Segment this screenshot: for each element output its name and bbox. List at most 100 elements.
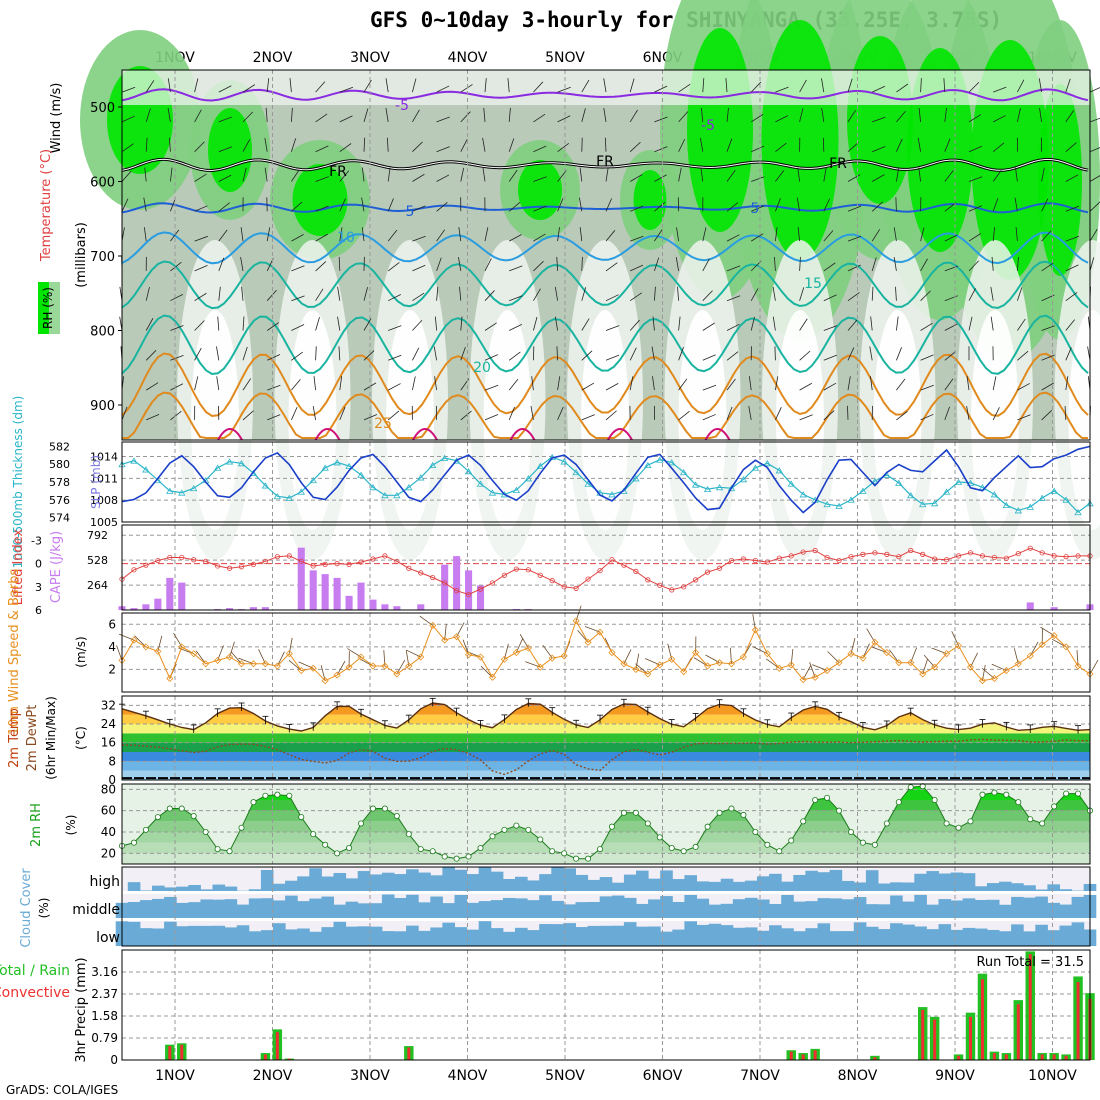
cloud-bar <box>515 898 528 918</box>
cloud-bar <box>599 896 613 918</box>
lifted-index-marker <box>800 549 806 555</box>
wind-barb <box>480 665 493 678</box>
cloud-bar <box>176 886 189 891</box>
cloud-bar <box>418 872 431 891</box>
wind-barb <box>264 137 268 152</box>
wind-barb <box>170 354 184 361</box>
cloud-bar <box>551 867 564 891</box>
unit-cloud: (%) <box>37 898 51 919</box>
rh-marker <box>358 820 365 827</box>
wind-barb <box>194 235 208 242</box>
cloud-bar <box>152 898 165 918</box>
wind-barb <box>797 167 800 182</box>
wind-barb <box>412 78 417 93</box>
wind-speed-marker <box>859 654 867 662</box>
thickness-tick: 578 <box>49 476 70 489</box>
cloud-bar <box>660 870 673 891</box>
wind-barb <box>145 286 150 301</box>
temp-contour-hot <box>412 428 438 441</box>
wind-barb <box>315 261 327 272</box>
lifted-index-marker <box>310 563 316 569</box>
wind-barb <box>699 137 704 152</box>
thickness-marker <box>942 488 951 495</box>
lifted-index-marker <box>1015 550 1021 557</box>
wind-barb <box>992 227 996 242</box>
wind-speed-marker <box>847 650 855 658</box>
wind-barb <box>1015 167 1018 182</box>
rh-marker <box>238 824 245 831</box>
wind-barb <box>823 294 837 302</box>
lifted-index-marker <box>477 586 484 592</box>
ylabel-rh: RH (%) <box>41 287 55 329</box>
wind-barb <box>605 167 609 182</box>
wind-barb <box>291 379 301 391</box>
cloud-bar <box>309 868 322 891</box>
wind-barb <box>313 376 316 391</box>
wind-barb <box>726 406 733 421</box>
wind-speed-marker <box>1014 660 1022 668</box>
wind-speed-marker <box>297 666 305 675</box>
thickness-marker <box>787 480 795 487</box>
date-label-top: 5NOV <box>545 50 585 66</box>
cloud-bar <box>139 928 153 946</box>
wind-barb <box>629 376 634 391</box>
wind-barb <box>872 85 886 93</box>
cloud-bar <box>418 930 431 946</box>
rh-marker <box>620 809 627 816</box>
cloud-bar <box>805 901 818 918</box>
wind-barb <box>433 346 437 361</box>
wind-barb <box>702 227 707 242</box>
thickness-marker <box>309 476 317 484</box>
lifted-index-marker <box>298 558 304 564</box>
wind-barb <box>726 323 740 331</box>
cloud-bar <box>841 931 855 946</box>
lifted-index-marker <box>322 561 328 568</box>
wind-barb <box>1017 383 1030 391</box>
rh-marker <box>262 792 269 799</box>
cloud-bar <box>878 904 891 918</box>
wind-barb <box>240 227 244 242</box>
cloud-bar <box>127 882 141 891</box>
cloud-bar <box>708 904 722 918</box>
precip-conv-bar <box>789 1051 793 1060</box>
wind-barb <box>802 665 812 680</box>
wind-barb <box>944 406 950 421</box>
cloud-bar <box>454 927 468 946</box>
cloud-bar <box>430 875 443 891</box>
thickness-tick: 576 <box>49 494 70 507</box>
lifted-index-marker <box>1063 554 1069 560</box>
cape-bar <box>441 564 449 610</box>
date-label-bottom: 3NOV <box>350 1068 390 1084</box>
cloud-bar <box>333 872 347 891</box>
wind-barb <box>748 376 752 391</box>
wind-barb <box>266 322 279 331</box>
wind-barb <box>1089 147 1100 153</box>
wind-barb <box>484 322 497 331</box>
wind-barb <box>896 316 899 331</box>
wind-barb <box>605 294 619 302</box>
wind-speed-marker <box>668 655 676 663</box>
lifted-index-marker <box>1027 545 1033 551</box>
lifted-index-marker <box>203 558 209 564</box>
cape-bar <box>166 577 174 610</box>
lifted-index-marker <box>537 572 543 578</box>
lifted-index-marker <box>143 562 149 568</box>
cloud-level-label: high <box>89 874 120 890</box>
wind-barb <box>750 233 764 242</box>
wind-barb <box>775 115 789 123</box>
lifted-index-marker <box>1051 553 1057 559</box>
wind-barb <box>992 142 1005 153</box>
cloud-bar <box>563 868 576 891</box>
rh-marker <box>142 826 149 833</box>
cloud-bar <box>418 902 431 918</box>
cloud-bar <box>200 925 213 946</box>
wind-speed-marker <box>500 655 508 663</box>
contour-label: 5 <box>406 204 415 220</box>
wind-barb <box>1089 228 1098 242</box>
rh-marker <box>417 846 424 853</box>
wind-barb <box>920 290 931 301</box>
wind-barb <box>896 378 906 391</box>
thickness-marker <box>273 492 282 500</box>
cloud-bar <box>248 898 262 918</box>
wind-barb <box>920 322 933 331</box>
